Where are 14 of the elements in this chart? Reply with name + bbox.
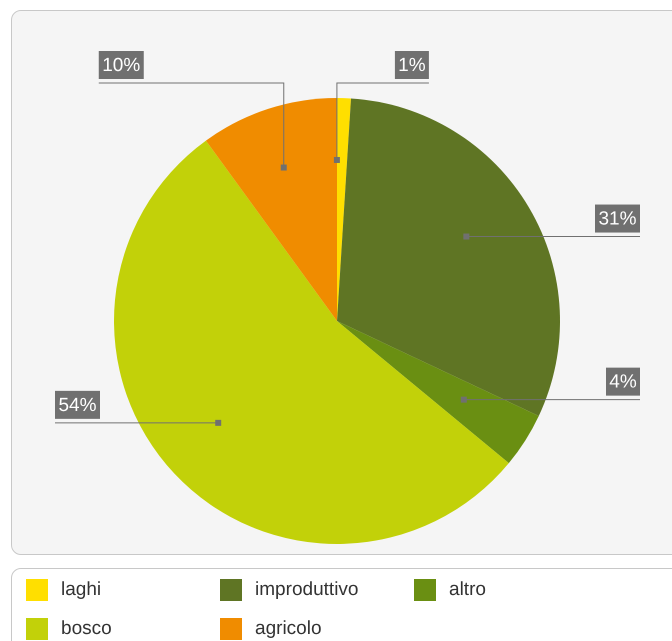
legend-label: altro xyxy=(449,579,486,601)
legend-label: bosco xyxy=(61,618,112,640)
data-label: 54% xyxy=(58,394,97,416)
data-label: 31% xyxy=(598,208,637,230)
pie-slice xyxy=(337,321,539,464)
pie-slice xyxy=(206,98,337,321)
data-label: 10% xyxy=(102,55,140,76)
pie-slice xyxy=(114,140,509,544)
legend-label: agricolo xyxy=(255,618,322,640)
data-label: 1% xyxy=(398,55,426,76)
data-label: 4% xyxy=(609,372,637,393)
legend-label: laghi xyxy=(61,579,102,601)
pie-slice xyxy=(337,98,560,416)
legend-label: improduttivo xyxy=(255,579,358,601)
